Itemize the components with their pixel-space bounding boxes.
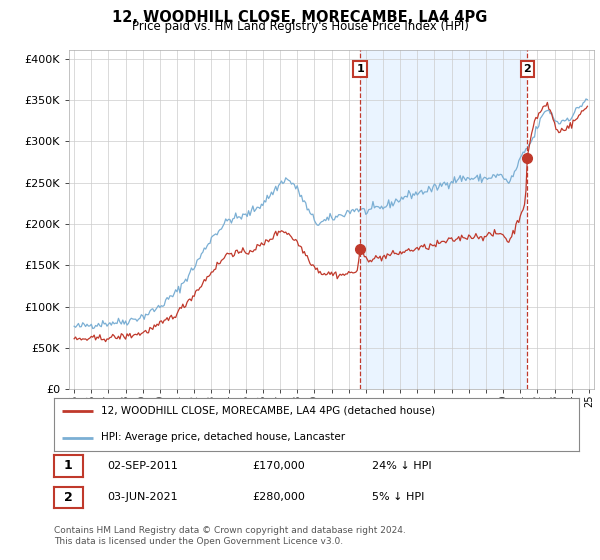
- Text: 12, WOODHILL CLOSE, MORECAMBE, LA4 4PG: 12, WOODHILL CLOSE, MORECAMBE, LA4 4PG: [112, 10, 488, 25]
- Text: 12, WOODHILL CLOSE, MORECAMBE, LA4 4PG (detached house): 12, WOODHILL CLOSE, MORECAMBE, LA4 4PG (…: [101, 406, 436, 416]
- Text: 2: 2: [64, 491, 73, 504]
- Text: HPI: Average price, detached house, Lancaster: HPI: Average price, detached house, Lanc…: [101, 432, 346, 442]
- Text: 02-SEP-2011: 02-SEP-2011: [107, 461, 178, 471]
- Text: Price paid vs. HM Land Registry's House Price Index (HPI): Price paid vs. HM Land Registry's House …: [131, 20, 469, 32]
- Text: 5% ↓ HPI: 5% ↓ HPI: [372, 492, 424, 502]
- Text: 03-JUN-2021: 03-JUN-2021: [107, 492, 178, 502]
- Bar: [360, 50, 527, 389]
- Text: Contains HM Land Registry data © Crown copyright and database right 2024.
This d: Contains HM Land Registry data © Crown c…: [54, 526, 406, 546]
- Text: £280,000: £280,000: [252, 492, 305, 502]
- Text: 1: 1: [64, 459, 73, 473]
- Text: 24% ↓ HPI: 24% ↓ HPI: [372, 461, 431, 471]
- Text: 1: 1: [356, 64, 364, 74]
- Text: £170,000: £170,000: [252, 461, 305, 471]
- Text: 2: 2: [524, 64, 532, 74]
